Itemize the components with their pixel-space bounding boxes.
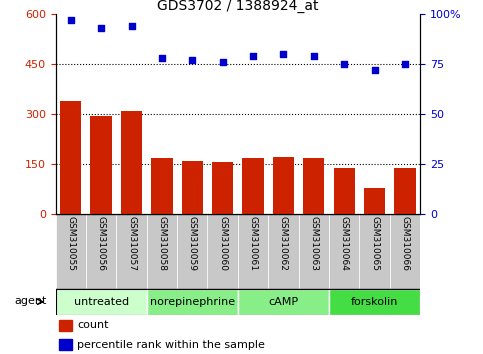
Bar bbox=[151, 158, 172, 214]
Bar bbox=[364, 188, 385, 214]
Text: untreated: untreated bbox=[73, 297, 128, 307]
Bar bbox=[56, 214, 86, 289]
Text: GSM310061: GSM310061 bbox=[249, 216, 257, 272]
Bar bbox=[268, 214, 298, 289]
Point bbox=[310, 53, 318, 59]
Point bbox=[128, 23, 135, 29]
Text: forskolin: forskolin bbox=[351, 297, 398, 307]
Text: cAMP: cAMP bbox=[269, 297, 298, 307]
Bar bbox=[59, 320, 72, 331]
Point bbox=[97, 25, 105, 31]
Text: GSM310056: GSM310056 bbox=[97, 216, 106, 272]
Point bbox=[158, 55, 166, 61]
Bar bbox=[238, 289, 329, 315]
Point bbox=[371, 67, 379, 73]
Bar bbox=[273, 157, 294, 214]
Bar bbox=[116, 214, 147, 289]
Bar bbox=[329, 289, 420, 315]
Bar bbox=[177, 214, 208, 289]
Point bbox=[401, 61, 409, 67]
Text: GSM310064: GSM310064 bbox=[340, 216, 349, 271]
Bar bbox=[334, 167, 355, 214]
Point bbox=[219, 59, 227, 65]
Bar bbox=[242, 158, 264, 214]
Bar bbox=[303, 158, 325, 214]
Bar bbox=[182, 161, 203, 214]
Text: GSM310057: GSM310057 bbox=[127, 216, 136, 272]
Text: GSM310066: GSM310066 bbox=[400, 216, 410, 272]
Text: count: count bbox=[77, 320, 109, 330]
Text: percentile rank within the sample: percentile rank within the sample bbox=[77, 339, 265, 350]
Bar bbox=[60, 101, 81, 214]
Text: GSM310060: GSM310060 bbox=[218, 216, 227, 272]
Bar bbox=[56, 289, 147, 315]
Bar bbox=[390, 214, 420, 289]
Text: GSM310058: GSM310058 bbox=[157, 216, 167, 272]
Bar bbox=[90, 116, 112, 214]
Bar bbox=[359, 214, 390, 289]
Bar bbox=[238, 214, 268, 289]
Bar bbox=[59, 339, 72, 350]
Bar bbox=[147, 214, 177, 289]
Text: agent: agent bbox=[14, 296, 46, 306]
Text: norepinephrine: norepinephrine bbox=[150, 297, 235, 307]
Point bbox=[188, 57, 196, 63]
Text: GSM310055: GSM310055 bbox=[66, 216, 75, 272]
Text: GSM310062: GSM310062 bbox=[279, 216, 288, 271]
Title: GDS3702 / 1388924_at: GDS3702 / 1388924_at bbox=[157, 0, 319, 13]
Text: GSM310063: GSM310063 bbox=[309, 216, 318, 272]
Bar bbox=[329, 214, 359, 289]
Text: GSM310065: GSM310065 bbox=[370, 216, 379, 272]
Point bbox=[341, 61, 348, 67]
Bar bbox=[395, 167, 416, 214]
Point bbox=[67, 17, 74, 23]
Bar bbox=[212, 162, 233, 214]
Point bbox=[249, 53, 257, 59]
Bar bbox=[298, 214, 329, 289]
Bar bbox=[147, 289, 238, 315]
Bar bbox=[208, 214, 238, 289]
Text: GSM310059: GSM310059 bbox=[188, 216, 197, 272]
Bar bbox=[86, 214, 116, 289]
Bar bbox=[121, 112, 142, 214]
Point bbox=[280, 51, 287, 57]
